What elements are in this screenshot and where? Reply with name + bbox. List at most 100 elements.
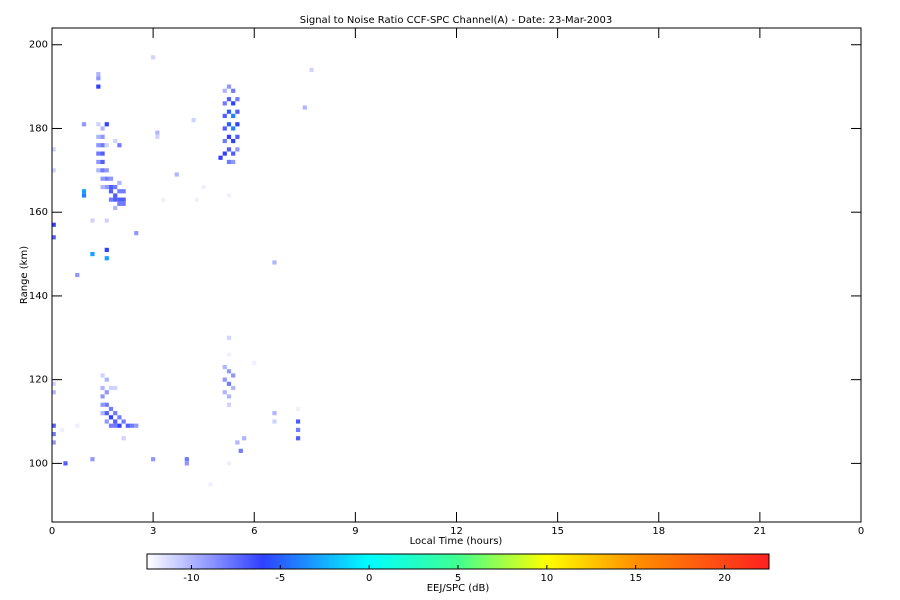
heatmap-cell	[96, 76, 101, 81]
heatmap-cell	[272, 419, 277, 424]
heatmap-cell	[226, 109, 232, 114]
heatmap-cell	[113, 205, 118, 211]
heatmap-cell	[104, 402, 109, 407]
heatmap-cell	[222, 113, 227, 119]
heatmap-cell	[51, 390, 56, 395]
heatmap-cell	[51, 440, 56, 445]
y-tick-label: 140	[29, 291, 48, 302]
heatmap-cell	[63, 461, 68, 466]
heatmap-cell	[302, 105, 307, 110]
heatmap-cell	[129, 423, 135, 428]
heatmap-cell	[113, 184, 118, 190]
heatmap-cell	[155, 130, 160, 135]
heatmap-cell	[108, 415, 114, 420]
heatmap-cell	[231, 385, 236, 391]
heatmap-cell	[100, 394, 105, 399]
heatmap-cell	[117, 415, 122, 420]
heatmap-cell	[201, 184, 206, 190]
heatmap-cell	[151, 457, 156, 462]
x-tick-label: 21	[754, 526, 767, 537]
heatmap-cell	[113, 138, 118, 144]
heatmap-cell	[108, 385, 114, 391]
colorbar-tick-label: -5	[275, 573, 285, 584]
heatmap-cell	[134, 231, 139, 236]
heatmap-cell	[100, 168, 105, 173]
heatmap-cell	[134, 423, 139, 428]
colorbar-tick-label: 15	[629, 573, 642, 584]
heatmap-cell	[104, 390, 109, 395]
heatmap-cell	[155, 134, 160, 139]
heatmap-cell	[218, 155, 223, 160]
heatmap-cell	[104, 256, 109, 261]
heatmap-cell	[235, 134, 240, 139]
heatmap-cell	[272, 411, 277, 416]
x-tick-label: 18	[652, 526, 665, 537]
heatmap-cell	[108, 176, 114, 181]
heatmap-cell	[96, 168, 101, 173]
heatmap-cell	[222, 390, 227, 395]
colorbar-tick-label: -10	[183, 573, 199, 584]
heatmap-cell	[226, 352, 232, 357]
heatmap-cell	[104, 184, 109, 190]
colorbar-tick-label: 0	[366, 573, 372, 584]
heatmap-cell	[242, 436, 247, 441]
heatmap-cell	[104, 419, 109, 424]
heatmap-cell	[295, 436, 301, 441]
heatmap-cell	[96, 84, 101, 89]
heatmap-cell	[113, 423, 118, 428]
heatmap-cell	[113, 193, 118, 198]
heatmap-cell	[231, 151, 236, 156]
heatmap-cell	[100, 126, 105, 131]
y-axis-label: Range (km)	[19, 246, 30, 304]
x-tick-label: 15	[551, 526, 564, 537]
heatmap-cell	[113, 411, 118, 416]
heatmap-cell	[226, 461, 232, 466]
heatmap-cell	[184, 457, 189, 462]
colorbar-label: EEJ/SPC (dB)	[427, 583, 490, 594]
heatmap-cell	[222, 151, 227, 156]
heatmap-cell	[222, 88, 227, 93]
heatmap-cell	[104, 143, 109, 148]
y-tick-label: 160	[29, 207, 48, 218]
heatmap-cell	[104, 247, 109, 252]
heatmap-cell	[226, 84, 232, 89]
x-axis-label: Local Time (hours)	[410, 536, 503, 547]
y-tick-label: 180	[29, 123, 48, 134]
heatmap-cell	[161, 197, 166, 202]
heatmap-cell	[117, 180, 122, 185]
heatmap-cell	[51, 235, 56, 240]
heatmap-cell	[226, 134, 232, 139]
heatmap-cell	[113, 419, 118, 424]
heatmap-cell	[100, 143, 105, 148]
heatmap-cell	[51, 381, 56, 386]
chart-title: Signal to Noise Ratio CCF-SPC Channel(A)…	[300, 15, 612, 26]
heatmap-cell	[231, 88, 236, 93]
y-tick-label: 120	[29, 375, 48, 386]
heatmap-cell	[121, 189, 126, 194]
heatmap-cell	[108, 184, 114, 190]
heatmap-cell	[151, 55, 156, 60]
heatmap-cell	[51, 423, 56, 428]
heatmap-cell	[113, 197, 118, 202]
x-tick-label: 0	[49, 526, 55, 537]
heatmap-cell	[295, 419, 301, 424]
heatmap-cell	[90, 251, 95, 257]
plot-frame	[51, 27, 862, 523]
heatmap-cell	[231, 159, 236, 165]
heatmap-cell	[51, 431, 56, 437]
heatmap-cell	[295, 406, 301, 412]
heatmap-cell	[194, 197, 200, 202]
heatmap-cell	[51, 222, 56, 227]
heatmap-cell	[121, 419, 126, 424]
heatmap-cell	[231, 373, 236, 378]
heatmap-cell	[100, 176, 105, 181]
heatmap-cell	[100, 151, 105, 156]
colorbar-tick-label: 5	[455, 573, 461, 584]
heatmap-cell	[100, 159, 105, 165]
heatmap-cell	[104, 122, 109, 127]
heatmap-cell	[226, 147, 232, 152]
heatmap-cell	[81, 189, 87, 194]
heatmap-cell	[231, 113, 236, 119]
heatmap-cell	[235, 147, 240, 152]
